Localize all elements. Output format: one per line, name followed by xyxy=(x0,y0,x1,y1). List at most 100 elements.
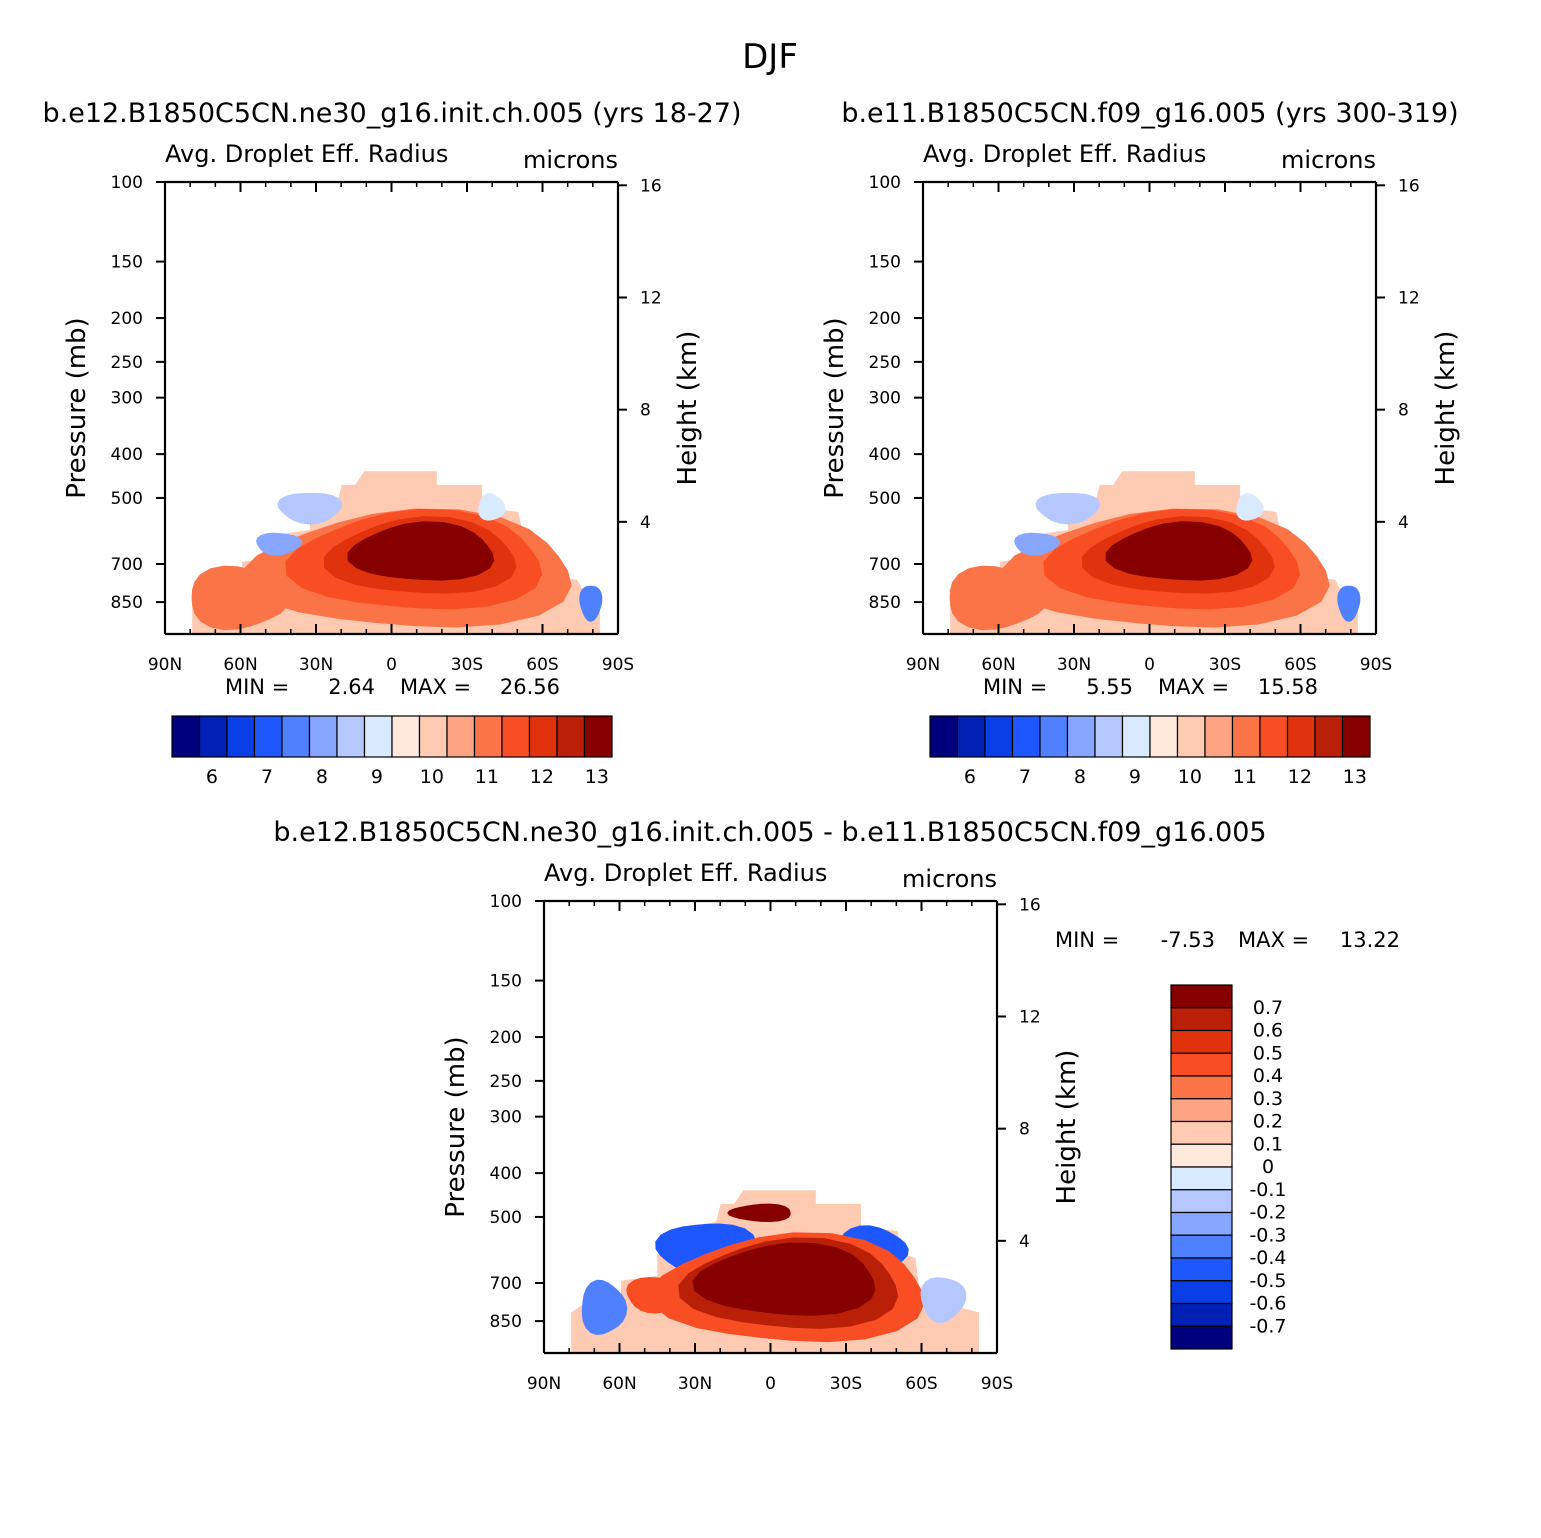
units-label: microns xyxy=(523,146,618,174)
x-tick-label: 90N xyxy=(906,655,940,675)
colorbar: 6 7 8 9 10 11 12 13 xyxy=(929,715,1371,788)
variable-name: Avg. Droplet Eff. Radius xyxy=(923,140,1206,168)
colorbar-box xyxy=(1170,984,1233,1009)
colorbar-label: 11 xyxy=(475,766,499,788)
colorbar-label: -0.4 xyxy=(1249,1247,1286,1269)
run-title: b.e12.B1850C5CN.ne30_g16.init.ch.005 - b… xyxy=(273,817,1266,848)
panel-model-b: b.e11.B1850C5CN.f09_g16.005 (yrs 300-319… xyxy=(820,98,1461,788)
colorbar-label: 6 xyxy=(964,766,976,788)
colorbar-box xyxy=(226,715,256,758)
y-tick-label: 500 xyxy=(111,489,143,509)
y-right-tick-label: 8 xyxy=(1398,401,1409,421)
colorbar-label: 10 xyxy=(420,766,444,788)
y-tick-label: 250 xyxy=(869,353,901,373)
colorbar-label: -0.2 xyxy=(1249,1202,1286,1224)
min-label: MIN = xyxy=(1055,928,1119,952)
contour-fill xyxy=(581,1279,628,1336)
y-right-tick-label: 12 xyxy=(1398,288,1420,308)
colorbar-box xyxy=(1170,1166,1233,1191)
y-tick-label: 300 xyxy=(869,389,901,409)
colorbar-label: 0.7 xyxy=(1253,997,1283,1019)
y-tick-label: 400 xyxy=(869,445,901,465)
x-tick-label: 30S xyxy=(1209,655,1241,675)
colorbar-label: 7 xyxy=(261,766,273,788)
colorbar-label: 6 xyxy=(206,766,218,788)
contour-fill xyxy=(727,1203,791,1223)
x-tick-label: 30S xyxy=(451,655,483,675)
contour-fill xyxy=(1105,521,1253,581)
x-tick-label: 60S xyxy=(905,1374,937,1394)
y-axis-title: Pressure (mb) xyxy=(62,317,92,498)
y-tick-label: 700 xyxy=(490,1274,522,1294)
x-tick-label: 60S xyxy=(1284,655,1316,675)
x-tick-label: 60N xyxy=(223,655,257,675)
colorbar-label: 0.2 xyxy=(1253,1111,1283,1133)
x-tick-label: 60N xyxy=(602,1374,636,1394)
x-tick-label: 90S xyxy=(981,1374,1013,1394)
y-axis-right-title: Height (km) xyxy=(1431,331,1461,486)
contour-fill xyxy=(579,585,603,622)
y-tick-label: 150 xyxy=(869,253,901,273)
contour-fill xyxy=(1337,585,1361,622)
colorbar-box xyxy=(391,715,421,758)
y-tick-label: 400 xyxy=(490,1164,522,1184)
min-value: 2.64 xyxy=(328,675,375,699)
y-axis-title: Pressure (mb) xyxy=(441,1036,471,1217)
colorbar-box xyxy=(1011,715,1041,758)
colorbar-label: -0.7 xyxy=(1249,1315,1286,1337)
colorbar-box xyxy=(1170,1280,1233,1305)
x-tick-label: 0 xyxy=(765,1374,776,1394)
y-axis-title: Pressure (mb) xyxy=(820,317,850,498)
colorbar-label: 0.1 xyxy=(1253,1133,1283,1155)
y-tick-label: 850 xyxy=(869,593,901,613)
y-right-tick-label: 4 xyxy=(1019,1232,1030,1252)
max-label: MAX = xyxy=(1238,928,1309,952)
x-tick-label: 30N xyxy=(678,1374,712,1394)
colorbar-box xyxy=(1170,1325,1233,1350)
colorbar-box xyxy=(1039,715,1069,758)
variable-name: Avg. Droplet Eff. Radius xyxy=(165,140,448,168)
y-right-tick-label: 16 xyxy=(1398,176,1420,196)
colorbar-label: 13 xyxy=(585,766,609,788)
contour-fill xyxy=(347,521,495,581)
y-tick-label: 250 xyxy=(111,353,143,373)
y-tick-label: 250 xyxy=(490,1072,522,1092)
colorbar-box xyxy=(528,715,558,758)
colorbar-label: -0.3 xyxy=(1249,1224,1286,1246)
colorbar-box xyxy=(556,715,586,758)
colorbar-box xyxy=(1170,1098,1233,1123)
colorbar-label: 10 xyxy=(1178,766,1202,788)
colorbar-label: -0.1 xyxy=(1249,1179,1286,1201)
x-tick-label: 90S xyxy=(602,655,634,675)
y-right-tick-label: 16 xyxy=(1019,895,1041,915)
y-right-tick-label: 4 xyxy=(640,513,651,533)
y-axis-right-title: Height (km) xyxy=(673,331,703,486)
colorbar-box xyxy=(171,715,201,758)
x-tick-label: 90S xyxy=(1360,655,1392,675)
colorbar-box xyxy=(1170,1052,1233,1077)
figure-title: DJF xyxy=(742,37,798,77)
contour-fill xyxy=(692,1242,876,1316)
contour-fill xyxy=(256,532,302,556)
min-label: MIN = xyxy=(225,675,289,699)
colorbar-box xyxy=(1170,1007,1233,1032)
run-title: b.e12.B1850C5CN.ne30_g16.init.ch.005 (yr… xyxy=(42,98,741,129)
x-tick-label: 90N xyxy=(148,655,182,675)
colorbar-box xyxy=(1170,1029,1233,1054)
y-tick-label: 300 xyxy=(490,1108,522,1128)
y-tick-label: 200 xyxy=(111,309,143,329)
y-tick-label: 100 xyxy=(111,173,143,193)
contour-fill xyxy=(1035,492,1101,525)
x-tick-label: 0 xyxy=(1144,655,1155,675)
contour-fill xyxy=(920,1277,967,1323)
colorbar-box xyxy=(1231,715,1261,758)
run-title: b.e11.B1850C5CN.f09_g16.005 (yrs 300-319… xyxy=(841,98,1458,129)
panel-model-a: b.e12.B1850C5CN.ne30_g16.init.ch.005 (yr… xyxy=(42,98,741,788)
colorbar-box xyxy=(446,715,476,758)
colorbar-box xyxy=(583,715,613,758)
colorbar-label: 0.3 xyxy=(1253,1088,1283,1110)
y-tick-label: 400 xyxy=(111,445,143,465)
colorbar-box xyxy=(1170,1189,1233,1214)
y-tick-label: 300 xyxy=(111,389,143,409)
